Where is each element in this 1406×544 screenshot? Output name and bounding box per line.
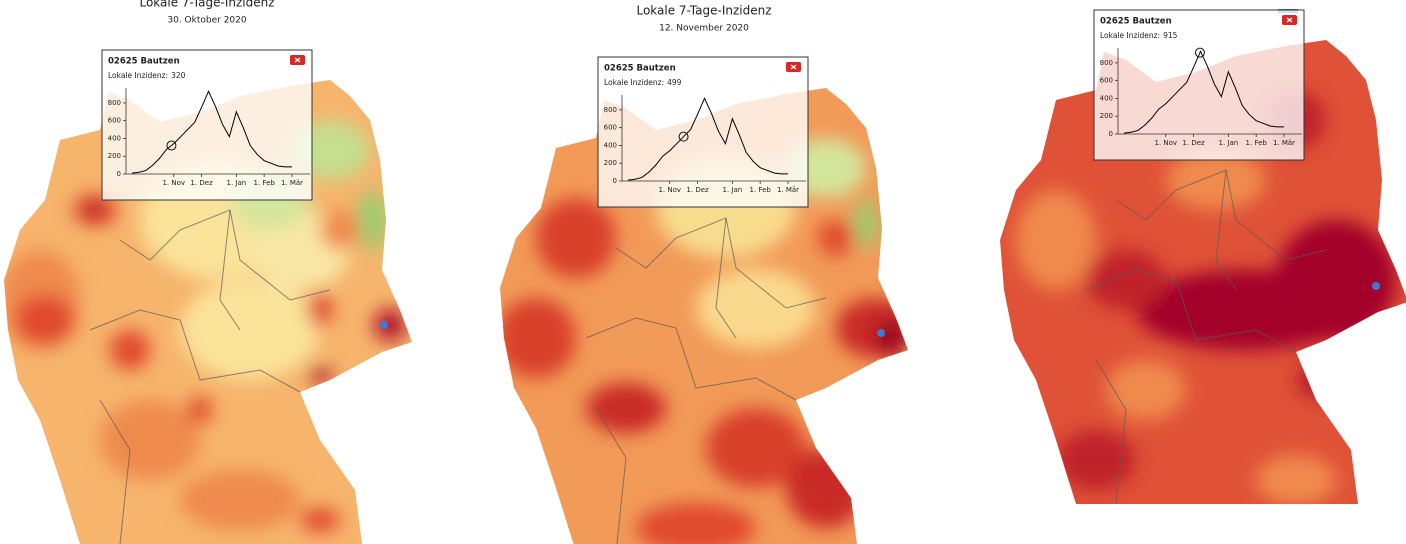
x-tick-label: 1. Jan [226, 179, 246, 187]
y-tick-label: 600 [1100, 77, 1113, 85]
incidence-line [1123, 50, 1284, 134]
y-tick-label: 400 [1100, 94, 1113, 102]
location-dot[interactable] [1372, 282, 1380, 290]
x-tick-label: 1. Dez [686, 186, 709, 194]
x-tick-label: 1. Nov [162, 179, 185, 187]
incidence-line [627, 97, 788, 181]
y-tick-label: 800 [604, 106, 617, 114]
popup: 02625 Bautzen Lokale Inzidenz: 915 0 200 400 6… [1093, 9, 1305, 161]
x-tick-label: 1. Nov [1154, 139, 1177, 147]
date-marker [1194, 47, 1205, 58]
incidence-line [131, 90, 292, 174]
close-button[interactable] [786, 62, 801, 72]
x-tick-label: 1. Mär [777, 186, 799, 194]
incidence-text: Lokale Inzidenz: 499 [604, 78, 682, 87]
x-tick-label: 1. Mär [281, 179, 303, 187]
y-tick-label: 0 [613, 177, 617, 185]
map-title: Lokale 7-Tage-Inzidenz [636, 4, 771, 18]
incidence-value: 320 [171, 71, 186, 80]
y-tick-label: 600 [604, 124, 617, 132]
map-date: 30. Oktober 2020 [167, 16, 246, 26]
x-tick-label: 1. Feb [750, 186, 772, 194]
y-tick-label: 400 [604, 141, 617, 149]
close-icon [1286, 17, 1293, 23]
x-tick-label: 1. Feb [254, 179, 276, 187]
x-tick-label: 1. Jan [1218, 139, 1238, 147]
y-tick-label: 800 [108, 99, 121, 107]
x-tick-label: 1. Feb [1246, 139, 1268, 147]
popup-box [1093, 9, 1305, 161]
incidence-text: Lokale Inzidenz: 915 [1100, 31, 1178, 40]
incidence-text: Lokale Inzidenz: 320 [108, 71, 186, 80]
popup-title: 02625 Bautzen [604, 64, 676, 74]
close-button[interactable] [290, 55, 305, 65]
x-tick-label: 1. Dez [1182, 139, 1205, 147]
close-icon [790, 64, 797, 70]
popup-box [597, 56, 809, 208]
x-tick-label: 1. Mär [1273, 139, 1295, 147]
popup-title: 02625 Bautzen [108, 57, 180, 67]
map-title: Lokale 7-Tage-Inzidenz [139, 0, 274, 10]
y-tick-label: 200 [1100, 112, 1113, 120]
x-tick-label: 1. Jan [722, 186, 742, 194]
incidence-label: Lokale Inzidenz: [108, 71, 168, 80]
close-icon [294, 57, 301, 63]
popup-title: 02625 Bautzen [1100, 17, 1172, 27]
incidence-label: Lokale Inzidenz: [604, 78, 664, 87]
location-dot[interactable] [380, 321, 388, 329]
popup-box [101, 49, 313, 201]
popup: 02625 Bautzen Lokale Inzidenz: 499 0 200 400 6… [597, 56, 809, 208]
x-tick-label: 1. Nov [658, 186, 681, 194]
y-tick-label: 800 [1100, 59, 1113, 67]
x-tick-label: 1. Dez [190, 179, 213, 187]
date-marker [166, 140, 177, 151]
date-marker [678, 131, 689, 142]
y-tick-label: 600 [108, 117, 121, 125]
popup: 02625 Bautzen Lokale Inzidenz: 320 0 200 400 6… [101, 49, 313, 201]
map-date: 12. November 2020 [659, 24, 749, 34]
y-tick-label: 0 [1109, 130, 1113, 138]
y-tick-label: 400 [108, 134, 121, 142]
incidence-label: Lokale Inzidenz: [1100, 31, 1160, 40]
incidence-value: 915 [1163, 31, 1178, 40]
y-tick-label: 0 [117, 170, 121, 178]
close-button[interactable] [1282, 15, 1297, 25]
y-tick-label: 200 [108, 152, 121, 160]
location-dot[interactable] [877, 329, 885, 337]
y-tick-label: 200 [604, 159, 617, 167]
incidence-value: 499 [667, 78, 682, 87]
